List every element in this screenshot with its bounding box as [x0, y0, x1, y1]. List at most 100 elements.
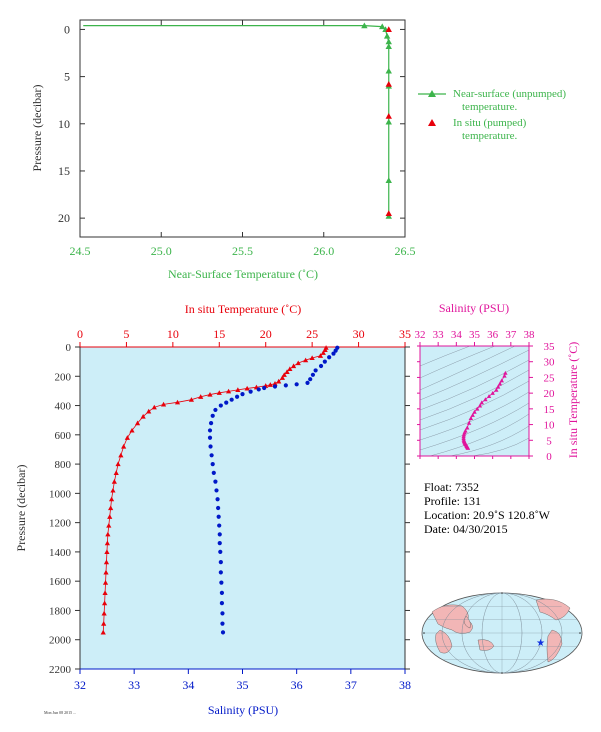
- location: Location: 20.9˚S 120.8˚W: [424, 508, 551, 522]
- profile-salinity-point: [318, 363, 324, 369]
- near-surface-temperature-chart: 24.5 25.0 25.5 26.0 26.5 0 5 10 15 20 Near-Surfac…: [30, 19, 566, 281]
- profile-sal-tick-label: 32: [74, 678, 86, 692]
- profile-temperature-point: [100, 629, 106, 635]
- profile-temperature-point: [279, 375, 286, 380]
- profile-temperature-point: [290, 363, 297, 369]
- ts-point: [470, 412, 475, 417]
- profile-salinity-point: [322, 359, 327, 364]
- profile-temp-tick-label: 0: [77, 327, 83, 341]
- legend-label-pumped-2: temperature.: [462, 130, 518, 142]
- map-edge-tick: [501, 592, 503, 594]
- profile-salinity-point: [213, 479, 218, 484]
- ts-diagram: 32 33 34 35 36 37 38 0 5 10 15 20 25 30 35 Salinity (P…: [415, 301, 581, 463]
- profile-salinity-point: [327, 355, 332, 360]
- profile-temperature-point: [110, 487, 116, 493]
- profile-bottom-axis-label: Salinity (PSU): [208, 703, 278, 717]
- profile-y-tick-label: 0: [66, 342, 72, 354]
- profile-salinity-point: [220, 630, 226, 635]
- map-edge-tick: [501, 672, 503, 674]
- map-land-africa: [435, 629, 453, 654]
- profile-salinity-point: [218, 560, 223, 565]
- profile-temp-tick-label: 35: [399, 327, 411, 341]
- profile-sal-tick-label: 35: [237, 678, 249, 692]
- profile-temperature-point: [272, 380, 278, 386]
- profile-temp-tick-label: 15: [213, 327, 225, 341]
- profile-temperature-point: [295, 360, 301, 366]
- ts-point: [475, 406, 480, 411]
- legend-label-unpumped-1: Near-surface (unpumped): [453, 88, 566, 100]
- profile-temperature-point: [113, 470, 119, 475]
- near-surface-pumped-point: [385, 113, 392, 119]
- near-surface-x-tick-label: 26.5: [395, 244, 416, 258]
- near-surface-unpumped-point: [383, 32, 391, 39]
- profile-temperature-point: [322, 347, 328, 353]
- profile-y-tick-label: 2200: [49, 664, 72, 676]
- profile-number: Profile: 131: [424, 494, 481, 508]
- profile-salinity-point: [310, 372, 316, 377]
- map-land-north-america: [535, 598, 571, 621]
- profile-temperature-point: [146, 408, 152, 414]
- ts-point: [466, 420, 472, 425]
- profile-sal-tick-label: 34: [182, 678, 194, 692]
- profile-sal-tick-label: 36: [291, 678, 303, 692]
- profile-temperature-point: [103, 569, 109, 575]
- profile-temperature-point: [104, 540, 110, 546]
- profile-y-tick-label: 2000: [49, 635, 72, 647]
- profile-temperature-point: [281, 372, 287, 377]
- map-edge-tick: [423, 632, 425, 634]
- profile-temperature-point: [102, 590, 108, 595]
- profile-salinity-point: [216, 505, 221, 511]
- ts-x-tick-label: 33: [433, 329, 445, 341]
- profile-salinity-point: [220, 621, 225, 626]
- profile-temp-tick-label: 25: [306, 327, 318, 341]
- map-land-australia: [477, 639, 495, 651]
- profile-salinity-point: [216, 514, 221, 519]
- ts-density-contours: [420, 346, 529, 456]
- profile-date: Date: 04/30/2015: [424, 522, 508, 536]
- profile-temperature-point: [216, 390, 222, 395]
- profile-temperature-point: [309, 355, 315, 361]
- ts-point: [502, 373, 507, 378]
- profile-temperature-point: [101, 610, 107, 616]
- profile-salinity-point: [218, 549, 223, 555]
- profile-salinity-point: [211, 470, 216, 475]
- profile-temperature-point: [287, 366, 293, 372]
- near-surface-unpumped-point: [379, 23, 386, 30]
- profile-salinity-point: [219, 590, 225, 595]
- profile-salinity-point: [224, 400, 229, 405]
- profile-temperature-point: [129, 427, 135, 433]
- float-info: Float: 7352 Profile: 131 Location: 20.9˚…: [424, 480, 551, 536]
- profile-y-axis-label: Pressure (decibar): [14, 465, 28, 552]
- profile-temperature-point: [276, 378, 282, 384]
- near-surface-y-tick-label: 10: [58, 117, 70, 131]
- ts-point: [461, 432, 467, 437]
- profile-salinity-point: [219, 580, 224, 585]
- profile-temperature-point: [104, 549, 110, 554]
- profile-temperature-point: [121, 443, 127, 449]
- profile-salinity-point: [220, 611, 225, 616]
- profile-temperature-point: [151, 404, 157, 410]
- ts-plot-background: [420, 346, 529, 456]
- near-surface-x-tick-label: 24.5: [70, 244, 91, 258]
- ts-point: [494, 387, 499, 392]
- profile-salinity-point: [207, 428, 213, 433]
- ts-point: [483, 397, 488, 402]
- near-surface-x-tick-label: 26.0: [313, 244, 334, 258]
- profile-salinity-point: [209, 453, 214, 458]
- profile-temperature-point: [244, 385, 250, 391]
- profile-salinity-point: [213, 407, 218, 413]
- profile-temperature-point: [102, 600, 108, 606]
- float-location-marker: ★: [536, 638, 545, 649]
- legend-label-unpumped-2: temperature.: [462, 101, 518, 113]
- profile-temperature-point: [303, 357, 309, 363]
- near-surface-unpumped-point: [385, 38, 392, 45]
- profile-y-tick-label: 400: [55, 401, 72, 413]
- profile-salinity-point: [272, 384, 278, 389]
- profile-salinity-point: [218, 403, 223, 408]
- profile-temperature-point: [207, 391, 213, 397]
- profile-salinity-point: [331, 351, 336, 356]
- near-surface-unpumped-point: [385, 177, 392, 183]
- profile-temperature-point: [111, 479, 117, 484]
- near-surface-y-tick-label: 20: [58, 211, 70, 225]
- legend-marker-pumped: [428, 119, 436, 126]
